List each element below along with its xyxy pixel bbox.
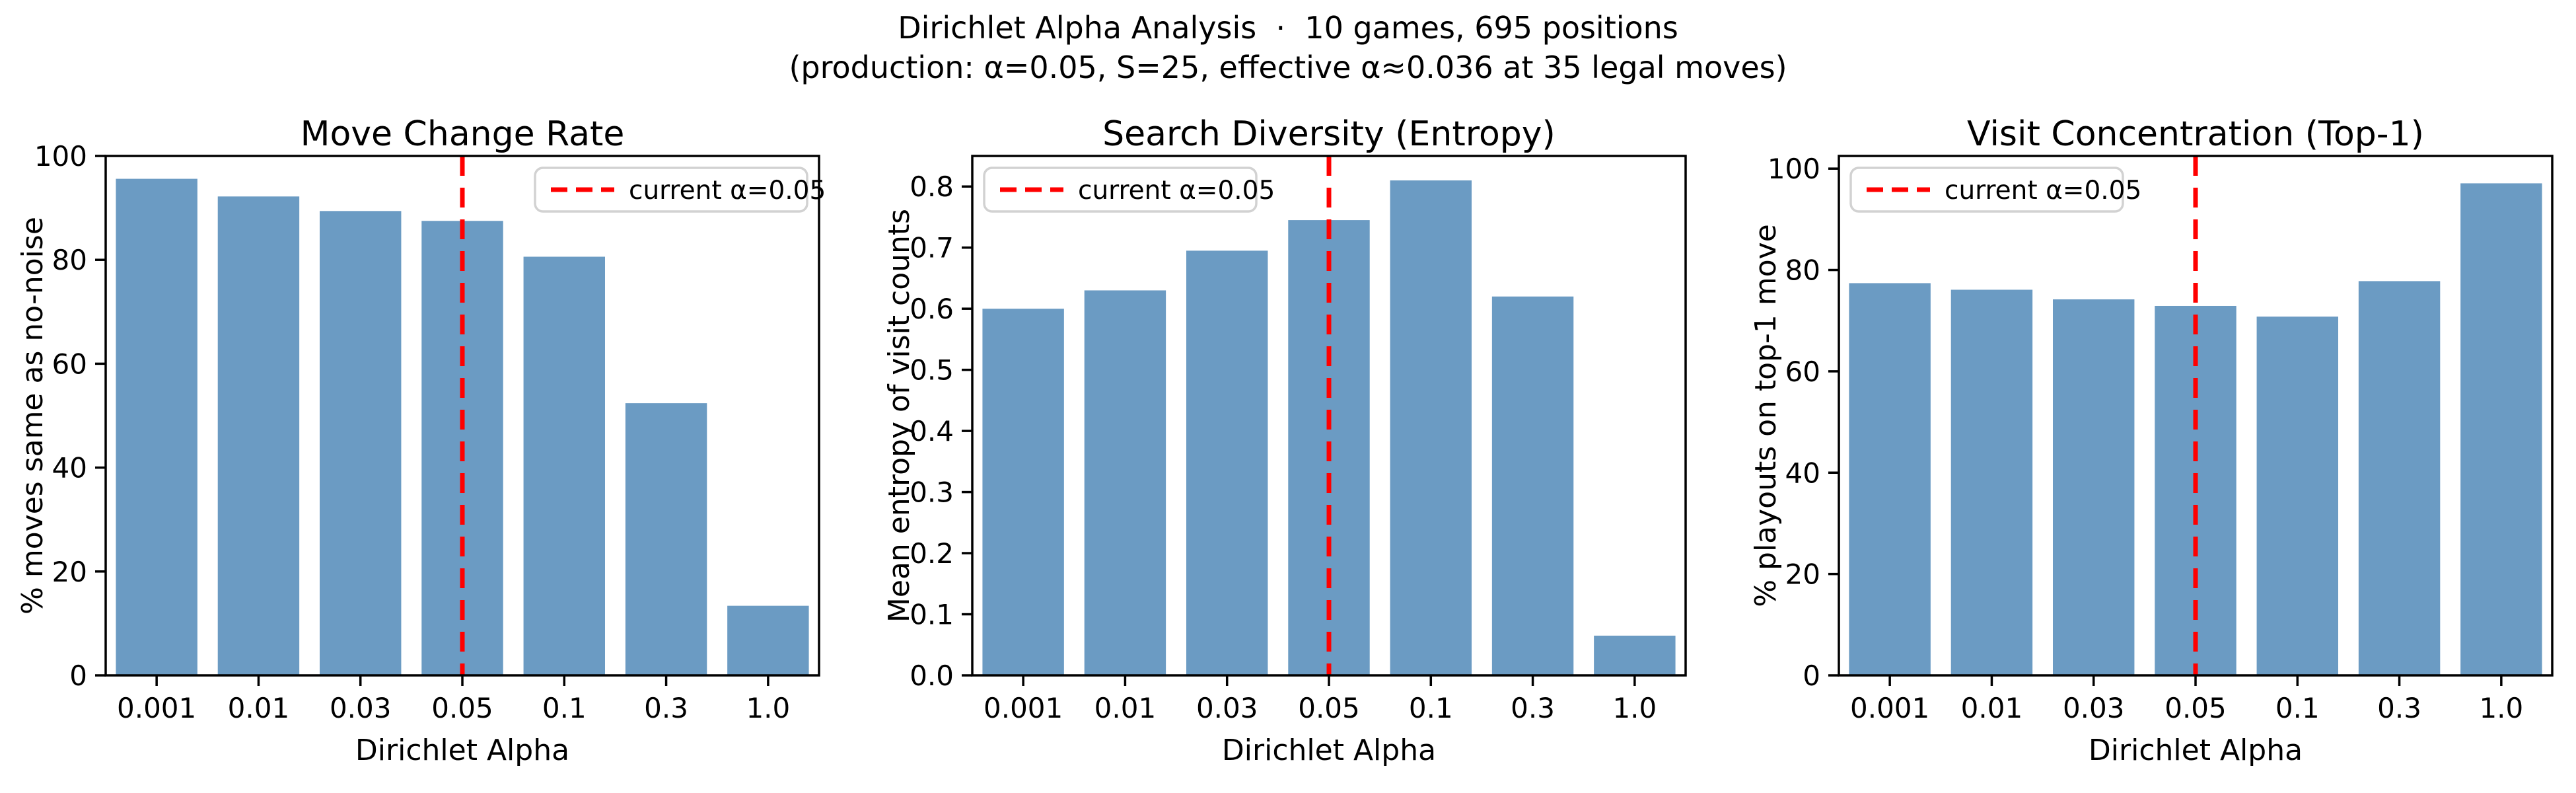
y-tick-label: 80 — [1785, 254, 1820, 287]
subplot-visit-concentration-top1: 0 20 40 60 80 100 0.001 0.01 0.03 0.05 0.1 0.3 1.0 Vi… — [1749, 112, 2576, 786]
x-tick-label: 0.001 — [1850, 692, 1929, 724]
figure-suptitle: Dirichlet Alpha Analysis · 10 games, 695… — [0, 8, 2576, 87]
legend-box — [983, 167, 1258, 213]
y-tick-label: 100 — [34, 140, 87, 172]
x-tick-label: 0.03 — [330, 692, 392, 724]
x-tick-label: 0.05 — [431, 692, 493, 724]
y-tick-label: 0.0 — [910, 660, 954, 692]
bar-1.0 — [727, 605, 809, 675]
y-tick-label: 0.2 — [910, 537, 954, 570]
bar-0.3 — [2358, 281, 2441, 675]
chart-svg-search-diversity-entropy: 0.0 0.1 0.2 0.3 0.4 0.5 0.6 0.7 0.8 0.001 0.01 0.03… — [882, 114, 1687, 767]
y-tick-label: 0.4 — [910, 415, 954, 447]
y-axis-label: % playouts on top-1 move — [1753, 224, 1783, 607]
legend-box — [534, 167, 808, 213]
x-tick-label: 0.01 — [1094, 692, 1157, 724]
bar-0.03 — [1186, 250, 1268, 675]
bar-0.001 — [982, 309, 1064, 675]
x-tick-label: 0.001 — [117, 692, 196, 724]
y-tick-label: 40 — [52, 452, 87, 484]
chart-title: Move Change Rate — [301, 114, 625, 154]
subplot-move-change-rate: 0 20 40 60 80 100 0.001 0.01 0.03 0.05 0.1 0.3 1.0 Mo… — [16, 112, 878, 786]
x-tick-label: 1.0 — [2479, 692, 2523, 724]
y-axis-label: % moves same as no-noise — [20, 217, 50, 615]
y-tick-label: 100 — [1768, 153, 1820, 185]
x-tick-label: 0.05 — [1298, 692, 1360, 724]
legend: current α=0.05 — [1849, 167, 2141, 213]
y-tick-label: 0.1 — [910, 599, 954, 631]
x-tick-label: 0.05 — [2165, 692, 2227, 724]
y-axis-label: Mean entropy of visit counts — [886, 209, 916, 623]
bar-0.1 — [523, 256, 605, 675]
y-tick-label: 0.3 — [910, 476, 954, 509]
bar-0.3 — [625, 403, 707, 675]
legend-label: current α=0.05 — [1945, 176, 2141, 206]
y-tick-label: 20 — [52, 556, 87, 588]
bar-0.03 — [2053, 299, 2135, 675]
suptitle-line-2: (production: α=0.05, S=25, effective α≈0… — [789, 50, 1787, 85]
x-tick-label: 0.03 — [1196, 692, 1258, 724]
y-tick-label: 0 — [1803, 660, 1820, 692]
chart-svg-move-change-rate: 0 20 40 60 80 100 0.001 0.01 0.03 0.05 0.1 0.3 1.0 Mo… — [16, 114, 826, 767]
legend: current α=0.05 — [534, 167, 826, 213]
legend-label: current α=0.05 — [629, 176, 826, 206]
chart-svg-visit-concentration-top1: 0 20 40 60 80 100 0.001 0.01 0.03 0.05 0.1 0.3 1.0 Vi… — [1749, 114, 2554, 767]
x-tick-label: 0.001 — [984, 692, 1063, 724]
y-tick-label: 0.5 — [910, 354, 954, 387]
x-tick-label: 0.01 — [228, 692, 290, 724]
y-tick-label: 60 — [52, 348, 87, 380]
x-tick-label: 0.3 — [1511, 692, 1555, 724]
chart-title: Search Diversity (Entropy) — [1102, 114, 1556, 154]
legend-box — [1849, 167, 2124, 213]
y-tick-label: 60 — [1785, 356, 1820, 388]
bar-1.0 — [2460, 183, 2542, 675]
x-axis-label: Dirichlet Alpha — [2089, 734, 2303, 767]
bar-0.01 — [1950, 289, 2033, 675]
bar-1.0 — [1594, 635, 1676, 675]
bar-0.001 — [1849, 283, 1931, 676]
legend: current α=0.05 — [983, 167, 1275, 213]
x-tick-label: 1.0 — [746, 692, 790, 724]
y-tick-label: 0.6 — [910, 293, 954, 325]
x-tick-label: 1.0 — [1612, 692, 1657, 724]
y-tick-label: 0.7 — [910, 232, 954, 264]
x-tick-label: 0.01 — [1961, 692, 2023, 724]
bar-0.1 — [2256, 317, 2338, 676]
x-tick-label: 0.3 — [644, 692, 688, 724]
bar-0.03 — [320, 211, 402, 675]
bar-0.01 — [1084, 290, 1166, 675]
y-tick-label: 0.8 — [910, 170, 954, 203]
x-tick-label: 0.1 — [542, 692, 587, 724]
bar-0.01 — [217, 196, 300, 675]
subplot-search-diversity-entropy: 0.0 0.1 0.2 0.3 0.4 0.5 0.6 0.7 0.8 0.001 0.01 0.03… — [882, 112, 1745, 786]
bar-0.1 — [1390, 180, 1472, 675]
x-axis-label: Dirichlet Alpha — [1222, 734, 1436, 767]
bar-0.001 — [116, 178, 197, 675]
chart-title: Visit Concentration (Top-1) — [1967, 114, 2424, 154]
y-tick-label: 0 — [69, 660, 87, 692]
x-tick-label: 0.3 — [2377, 692, 2421, 724]
suptitle-line-1: Dirichlet Alpha Analysis · 10 games, 695… — [898, 10, 1678, 46]
bar-0.3 — [1491, 296, 1574, 675]
x-axis-label: Dirichlet Alpha — [355, 734, 569, 767]
legend-label: current α=0.05 — [1078, 176, 1275, 206]
x-tick-label: 0.1 — [1409, 692, 1453, 724]
x-tick-label: 0.1 — [2275, 692, 2320, 724]
y-tick-label: 20 — [1785, 558, 1820, 591]
y-tick-label: 80 — [52, 244, 87, 276]
x-tick-label: 0.03 — [2063, 692, 2125, 724]
y-tick-label: 40 — [1785, 457, 1820, 489]
